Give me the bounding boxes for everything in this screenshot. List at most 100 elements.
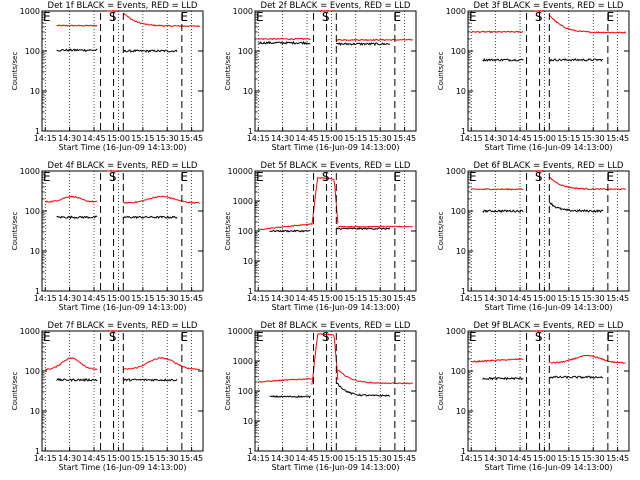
x-tick-label: 14:15 (34, 134, 57, 143)
lld-series-line (532, 329, 545, 333)
x-tick-label: 14:15 (34, 294, 57, 303)
x-tick-label: 15:15 (557, 134, 580, 143)
y-tick-label: 1 (248, 447, 253, 456)
y-tick-label: 100 (238, 47, 253, 56)
y-tick-label: 1 (248, 287, 253, 296)
y-tick-label: 100 (238, 227, 253, 236)
x-axis-label: Start Time (16-Jun-09 14:13:00) (272, 303, 400, 312)
y-axis-label: Counts/sec (224, 212, 232, 251)
x-tick-label: 14:45 (296, 454, 319, 463)
x-axis-label: Start Time (16-Jun-09 14:13:00) (485, 463, 613, 472)
panel-title: Det 4f BLACK = Events, RED = LLD (48, 161, 198, 171)
plot-frame (467, 10, 630, 132)
x-tick-label: 14:30 (58, 134, 81, 143)
event-marker-label: E (43, 170, 51, 184)
x-tick-label: 15:30 (582, 134, 605, 143)
event-marker-label: E (393, 330, 401, 344)
panel-title: Det 5f BLACK = Events, RED = LLD (261, 161, 411, 171)
plot-frame (41, 10, 204, 132)
x-tick-label: 15:30 (369, 134, 392, 143)
event-marker-label: E (180, 170, 188, 184)
event-marker-label: E (469, 330, 477, 344)
events-series-line (56, 215, 98, 220)
x-tick-label: 15:45 (606, 454, 629, 463)
event-marker-label: S (535, 330, 543, 344)
event-marker-label: S (322, 10, 330, 24)
x-tick-label: 15:30 (369, 294, 392, 303)
events-series-line (549, 58, 604, 62)
lld-series-line (257, 223, 313, 231)
x-tick-label: 14:45 (509, 134, 532, 143)
events-series-line (482, 376, 524, 381)
x-tick-label: 15:15 (131, 134, 154, 143)
y-tick-label: 10 (30, 407, 40, 416)
x-tick-label: 15:30 (156, 294, 179, 303)
y-axis-label: Counts/sec (224, 52, 232, 91)
y-tick-label: 10 (30, 247, 40, 256)
panel-title: Det 7f BLACK = Events, RED = LLD (48, 321, 198, 331)
event-marker-label: E (180, 10, 188, 24)
y-tick-label: 1000 (446, 327, 466, 336)
event-marker-label: S (109, 170, 117, 184)
lld-series-line (548, 14, 627, 34)
panel-title: Det 2f BLACK = Events, RED = LLD (261, 1, 411, 11)
lld-series-line (320, 9, 332, 13)
x-tick-label: 14:30 (58, 294, 81, 303)
x-tick-label: 14:30 (271, 454, 294, 463)
y-tick-label: 1 (461, 287, 466, 296)
y-tick-label: 100 (451, 47, 466, 56)
detector-panel-5: Det 5f BLACK = Events, RED = LLD 14:15 14:… (224, 161, 417, 312)
events-series-line (335, 382, 391, 398)
x-tick-label: 15:00 (533, 134, 556, 143)
x-tick-label: 14:30 (484, 454, 507, 463)
lld-series-line (337, 369, 414, 385)
y-tick-label: 100 (25, 367, 40, 376)
y-axis-label: Counts/sec (437, 52, 445, 91)
y-tick-label: 1 (35, 127, 40, 136)
lld-series-line (106, 169, 119, 173)
y-tick-label: 1 (35, 287, 40, 296)
x-tick-label: 14:30 (484, 134, 507, 143)
y-tick-label: 1 (248, 127, 253, 136)
events-series-line (335, 42, 390, 47)
x-tick-label: 14:30 (484, 294, 507, 303)
lld-series-line (106, 9, 119, 13)
lld-series-line (56, 24, 98, 27)
x-tick-label: 14:30 (271, 294, 294, 303)
x-tick-label: 14:45 (83, 294, 106, 303)
y-tick-label: 100 (451, 367, 466, 376)
y-tick-label: 1 (35, 447, 40, 456)
y-tick-label: 10 (456, 407, 466, 416)
y-tick-label: 10 (30, 87, 40, 96)
events-series-line (56, 48, 98, 52)
x-axis-label: Start Time (16-Jun-09 14:13:00) (272, 143, 400, 152)
lld-series-line (532, 9, 545, 13)
y-tick-label: 100 (451, 207, 466, 216)
x-tick-label: 14:45 (83, 454, 106, 463)
lld-series-line (258, 37, 311, 41)
x-tick-label: 15:30 (156, 454, 179, 463)
x-tick-label: 15:15 (131, 294, 154, 303)
lld-series-line (123, 12, 200, 28)
lld-series-line (45, 357, 98, 371)
events-series-line (56, 377, 98, 382)
lld-series-line (311, 333, 339, 385)
x-tick-label: 15:00 (533, 454, 556, 463)
x-tick-label: 14:15 (247, 294, 270, 303)
lld-series-line (257, 377, 313, 383)
event-marker-label: E (256, 10, 264, 24)
lld-series-line (311, 177, 339, 226)
x-tick-label: 14:45 (509, 294, 532, 303)
event-marker-label: S (322, 330, 330, 344)
events-series-line (269, 395, 311, 399)
y-tick-label: 10000 (228, 167, 253, 176)
y-tick-label: 10 (243, 417, 253, 426)
lld-series-line (471, 187, 524, 191)
plot-frame (41, 330, 204, 452)
